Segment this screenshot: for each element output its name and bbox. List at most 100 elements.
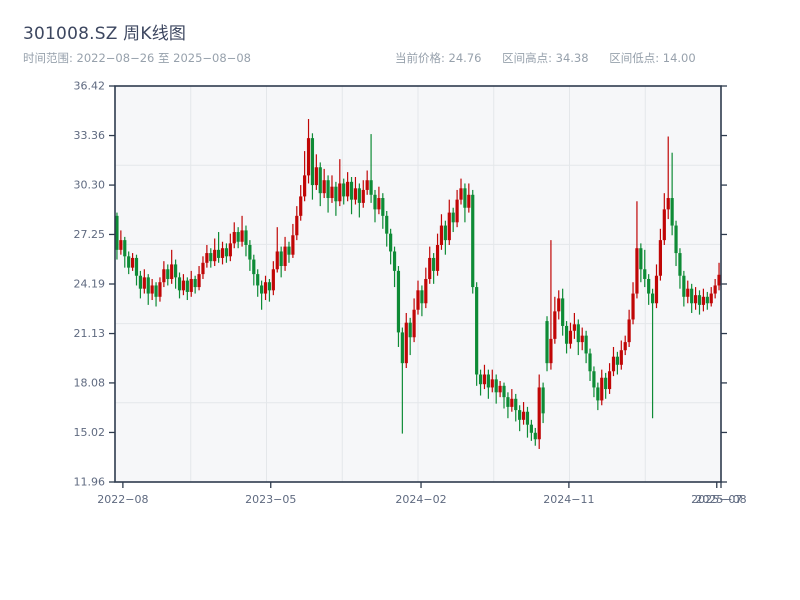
candle-down <box>588 348 592 381</box>
y-tick-label: 30.30 <box>74 179 106 192</box>
candle-body <box>674 225 678 254</box>
candle-up <box>424 267 428 309</box>
candle-body <box>514 398 518 411</box>
candle-down <box>408 317 412 356</box>
candle-body <box>467 194 471 208</box>
candle-up <box>322 168 326 199</box>
candle-body <box>400 332 404 364</box>
candle-body <box>365 180 369 190</box>
candle-up <box>701 288 706 312</box>
candle-down <box>400 327 404 434</box>
candle-down <box>267 278 272 302</box>
x-tick-label: 2022−08 <box>97 493 148 506</box>
y-tick-label: 33.36 <box>74 129 106 142</box>
candle-down <box>310 133 315 200</box>
candle-down <box>486 369 490 399</box>
candle-body <box>619 350 623 365</box>
x-tick-label: 2024−02 <box>395 493 446 506</box>
candle-up <box>295 206 299 241</box>
candle-body <box>217 249 221 258</box>
candle-body <box>361 189 365 203</box>
candle-body <box>342 183 346 197</box>
candle-body <box>256 274 260 286</box>
candle-down <box>525 406 530 438</box>
candle-body <box>690 288 694 304</box>
candle-up <box>291 223 295 258</box>
candle-down <box>643 249 647 288</box>
candle-body <box>326 180 330 199</box>
candle-down <box>514 393 518 422</box>
candle-body <box>533 432 537 440</box>
candle-down <box>185 277 189 301</box>
candle-body <box>502 385 506 398</box>
candle-down <box>545 316 549 372</box>
candle-body <box>623 342 627 351</box>
candle-up <box>240 215 244 247</box>
candle-body <box>498 385 502 393</box>
candle-body <box>267 282 272 291</box>
candle-down <box>357 183 361 218</box>
range-high-stat: 区间高点: 34.38 <box>502 51 589 65</box>
candle-up <box>130 253 135 271</box>
candle-down <box>670 152 674 236</box>
candle-body <box>428 257 432 279</box>
candle-body <box>158 282 162 297</box>
candle-down <box>349 176 354 215</box>
candle-body <box>639 248 643 270</box>
candle-body <box>604 377 608 390</box>
range-low-stat: 区间低点: 14.00 <box>609 51 696 65</box>
candle-down <box>146 274 150 305</box>
candle-body <box>420 290 424 304</box>
candle-up <box>181 274 186 296</box>
candle-down <box>705 291 709 310</box>
candle-body <box>670 198 674 226</box>
candle-body <box>443 225 447 241</box>
candle-up <box>619 340 623 370</box>
candle-body <box>146 277 150 294</box>
candle-body <box>424 278 428 304</box>
candle-body <box>287 246 291 255</box>
candle-down <box>166 264 170 286</box>
candle-down <box>260 280 264 310</box>
candle-body <box>123 240 127 257</box>
candle-body <box>396 270 401 333</box>
candle-body <box>220 248 225 258</box>
candle-up <box>510 389 514 412</box>
candle-body <box>693 295 698 304</box>
candle-body <box>600 377 604 401</box>
candle-up <box>572 312 576 339</box>
candle-up <box>119 230 123 255</box>
y-tick-label: 18.08 <box>74 376 106 389</box>
candle-body <box>115 215 119 250</box>
candle-body <box>435 244 440 271</box>
candle-body <box>271 269 275 291</box>
candle-down <box>674 220 678 267</box>
candle-up <box>557 290 561 320</box>
candle-up <box>428 246 432 284</box>
candle-body <box>162 269 166 283</box>
candle-body <box>389 233 393 252</box>
candle-up <box>412 298 416 343</box>
y-tick-label: 27.25 <box>74 228 106 241</box>
candle-body <box>369 180 373 195</box>
candle-body <box>209 253 213 262</box>
candle-up <box>346 172 350 202</box>
candle-up <box>189 270 193 297</box>
candle-body <box>576 324 580 343</box>
candle-down <box>134 254 139 286</box>
candle-body <box>189 278 193 292</box>
candle-down <box>564 321 569 354</box>
candle-body <box>346 181 350 197</box>
candle-up <box>713 278 717 299</box>
candle-body <box>127 256 131 268</box>
candle-body <box>303 175 307 197</box>
candle-up <box>338 159 342 207</box>
candle-down <box>690 283 694 313</box>
candle-body <box>349 181 354 200</box>
candle-up <box>306 119 311 184</box>
candle-down <box>576 319 580 356</box>
candle-body <box>705 296 709 304</box>
candle-down <box>592 366 596 398</box>
candle-body <box>338 183 342 202</box>
candle-down <box>678 248 682 289</box>
